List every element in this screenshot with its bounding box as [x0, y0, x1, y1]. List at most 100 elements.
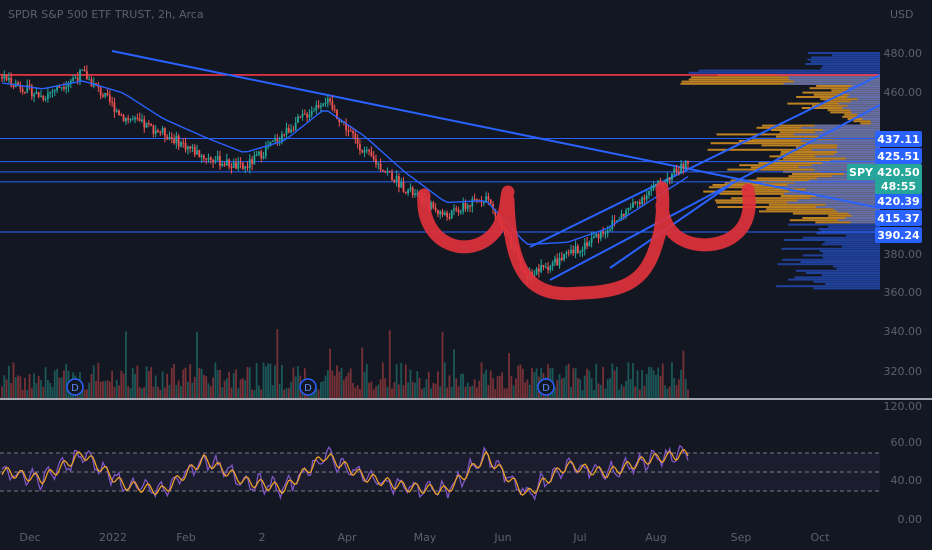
- volume-bar: [269, 363, 272, 398]
- volume-bar: [297, 366, 299, 398]
- candle-body: [154, 130, 157, 134]
- channel-upper-line[interactable]: [529, 74, 881, 248]
- volume-bar: [618, 389, 621, 398]
- candle-body: [44, 98, 47, 100]
- volume-bar: [579, 379, 582, 398]
- volume-bar: [606, 379, 609, 398]
- current-price-badge: 420.50: [877, 166, 920, 179]
- volume-profile-bar: [812, 148, 880, 151]
- volume-bar: [14, 377, 17, 398]
- volume-profile-bar: [810, 197, 880, 200]
- candle-body: [299, 116, 302, 118]
- time-axis-label: 2022: [99, 531, 127, 544]
- volume-profile-bar: [870, 122, 880, 125]
- volume-bar: [398, 384, 400, 398]
- volume-bar: [159, 389, 162, 398]
- candle-body: [384, 171, 387, 173]
- candle-body: [551, 262, 554, 267]
- candle-body: [638, 202, 641, 205]
- trendlines[interactable]: [111, 50, 881, 281]
- candle-body: [583, 242, 586, 250]
- volume-profile-bar: [766, 208, 880, 211]
- candle-body: [145, 123, 148, 128]
- candle-body: [565, 252, 568, 254]
- volume-bar: [411, 381, 414, 398]
- volume-profile-bar: [849, 109, 880, 112]
- candle-body: [207, 157, 210, 160]
- volume-bar: [113, 386, 116, 398]
- volume-profile-bar: [811, 164, 880, 167]
- volume-profile-bar: [775, 285, 880, 288]
- price-axis[interactable]: 480.00 460.00 380.00 360.00 340.00 320.00 120.…: [884, 47, 923, 526]
- volume-bar: [88, 382, 91, 398]
- volume-profile-bar: [809, 142, 880, 145]
- candle-body: [97, 85, 100, 88]
- volume-bar: [345, 376, 348, 398]
- time-axis[interactable]: Dec 2022 Feb 2 Apr May Jun Jul Aug Sep Oct: [19, 531, 830, 544]
- volume-bar: [375, 386, 377, 398]
- candle-body: [5, 74, 8, 81]
- volume-bar: [372, 389, 375, 398]
- volume-profile-bar: [680, 82, 880, 85]
- volume-profile-bar: [813, 287, 880, 290]
- candle-body: [459, 211, 462, 213]
- candle-body: [260, 151, 263, 159]
- volume-profile-bar: [787, 201, 880, 204]
- volume-bar: [590, 378, 593, 398]
- candle-body: [579, 251, 582, 253]
- candle-body: [331, 101, 334, 110]
- volume-bar: [202, 374, 205, 398]
- volume-bar: [157, 386, 159, 398]
- volume-profile-bar: [816, 85, 880, 87]
- volume-bar: [24, 377, 26, 398]
- time-axis-label: Oct: [810, 531, 830, 544]
- time-axis-label: Apr: [337, 531, 357, 544]
- volume-bar: [599, 384, 602, 398]
- candle-body: [56, 85, 58, 91]
- volume-bar: [274, 365, 276, 398]
- candle-body: [63, 87, 65, 89]
- volume-profile-bar: [842, 107, 880, 109]
- volume-bar: [521, 368, 524, 398]
- volume-bar: [356, 385, 359, 398]
- candle-body: [69, 80, 72, 84]
- candle-body: [173, 138, 175, 144]
- channel-middle-line[interactable]: [549, 104, 881, 281]
- volume-bar: [278, 383, 281, 398]
- candle-body: [108, 95, 111, 102]
- volume-bar: [602, 366, 605, 398]
- candle-body: [310, 111, 313, 115]
- volume-profile-bar: [836, 267, 880, 270]
- descending-trendline[interactable]: [111, 50, 881, 209]
- rsi-axis-label: 40.00: [891, 474, 923, 487]
- volume-bar: [531, 368, 533, 398]
- volume-bar: [352, 383, 354, 398]
- volume-profile-bar: [801, 126, 880, 129]
- candle-body: [455, 208, 458, 210]
- candle-body: [556, 258, 559, 266]
- candle-body: [379, 163, 382, 170]
- candle-body: [7, 77, 10, 81]
- volume-profile-bar: [833, 208, 880, 211]
- candle-body: [542, 264, 545, 267]
- candle-body: [175, 135, 178, 144]
- time-axis-label: Jun: [493, 531, 511, 544]
- level-badge-425.51: 425.51: [877, 150, 919, 163]
- candle-body: [205, 158, 208, 160]
- candle-body: [276, 138, 279, 142]
- candle-body: [74, 77, 77, 79]
- candle-body: [274, 138, 276, 141]
- candle-body: [219, 156, 221, 166]
- volume-bar: [526, 379, 529, 398]
- candle-body: [290, 129, 292, 133]
- countdown-badge-bg: [875, 178, 922, 194]
- candle-body: [581, 249, 584, 252]
- volume-profile-bar: [805, 63, 880, 65]
- volume-profile-bar: [813, 280, 880, 283]
- candle-body: [494, 208, 497, 216]
- volume-bar: [370, 381, 373, 398]
- candle-body: [645, 195, 648, 200]
- volume-bar: [443, 362, 446, 398]
- volume-bar: [563, 377, 566, 398]
